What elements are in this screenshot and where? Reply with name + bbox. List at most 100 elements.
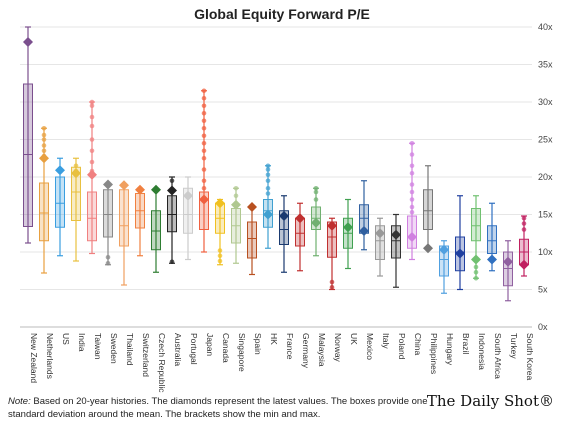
outlier-point [233, 193, 239, 199]
latest-diamond [503, 256, 513, 267]
outlier-point [329, 284, 335, 290]
category-label: Mexico [365, 333, 375, 360]
category-label: South Africa [493, 333, 503, 379]
latest-diamond [439, 244, 449, 255]
category-label: Netherlands [45, 333, 55, 379]
latest-diamond [23, 37, 33, 47]
category-label: France [285, 333, 295, 360]
outlier-point [201, 95, 207, 101]
std-box [375, 225, 385, 260]
outlier-point [217, 248, 223, 253]
latest-diamond [327, 220, 337, 231]
category-label: Brazil [461, 333, 471, 354]
outlier-point [41, 137, 47, 142]
category-label: Switzerland [141, 333, 151, 377]
category-label: Japan [205, 333, 215, 356]
category-label: China [413, 333, 423, 355]
outlier-point [313, 197, 319, 202]
y-tick-label: 40x [538, 22, 553, 32]
category-label: Sweden [109, 333, 119, 364]
outlier-point [409, 209, 415, 215]
box-group-japan [199, 88, 209, 253]
outlier-point [201, 110, 207, 116]
std-box [423, 189, 433, 230]
outlier-point [201, 103, 207, 109]
y-tick-label: 20x [538, 172, 553, 182]
category-label: India [77, 333, 87, 352]
box-group-spain [247, 202, 257, 276]
latest-diamond [151, 184, 161, 195]
category-label: Thailand [125, 333, 135, 366]
category-label: Canada [221, 333, 231, 363]
outlier-point [473, 275, 479, 281]
category-label: Indonesia [477, 333, 487, 370]
y-tick-label: 10x [538, 247, 553, 257]
outlier-point [41, 148, 47, 154]
latest-diamond [87, 169, 97, 180]
box-group-portugal [183, 176, 193, 261]
box-group-switzerland [135, 184, 145, 257]
std-box [199, 191, 209, 230]
chart-title: Global Equity Forward P/E [194, 6, 370, 22]
outlier-point [521, 221, 527, 226]
latest-diamond [391, 229, 401, 240]
outlier-point [105, 260, 111, 266]
outlier-point [409, 140, 415, 146]
latest-diamond [55, 165, 65, 176]
outlier-point [105, 254, 111, 260]
category-label: UK [349, 333, 359, 345]
box-group-norway [327, 217, 337, 291]
latest-diamond [375, 228, 385, 239]
outlier-point [201, 133, 207, 139]
latest-diamond [407, 232, 417, 242]
outlier-point [169, 259, 175, 265]
latest-diamond [295, 213, 305, 224]
outlier-point [201, 178, 207, 184]
std-box [183, 187, 193, 234]
latest-diamond [39, 153, 49, 164]
latest-diamond [215, 198, 225, 209]
outlier-point [409, 163, 415, 169]
y-tick-label: 30x [538, 97, 553, 107]
category-label: Australia [173, 333, 183, 366]
outlier-point [201, 140, 207, 146]
latest-diamond [199, 194, 209, 205]
outlier-point [265, 167, 271, 172]
outlier-point [233, 185, 239, 191]
std-box [391, 225, 401, 259]
box-group-france [279, 195, 289, 273]
std-box [87, 191, 97, 242]
latest-diamond [71, 168, 81, 179]
box-group-mexico [359, 180, 369, 251]
category-label: Italy [381, 333, 391, 349]
category-label: Czech Republic [157, 333, 167, 393]
y-tick-label: 0x [538, 322, 548, 332]
latest-diamond [247, 202, 257, 212]
box-group-czech-republic [151, 184, 161, 273]
category-label: Poland [397, 333, 407, 360]
outlier-point [217, 258, 223, 264]
latest-diamond [279, 211, 289, 221]
footnote: Note: Based on 20-year histories. The di… [8, 395, 448, 421]
latest-diamond [423, 243, 433, 254]
latest-diamond [167, 185, 177, 196]
std-box [167, 195, 177, 233]
box-group-poland [391, 213, 401, 288]
latest-diamond [231, 199, 241, 210]
outlier-point [201, 148, 207, 154]
box-group-indonesia [471, 195, 481, 281]
footnote-note-label: Note: [8, 396, 31, 407]
latest-diamond [183, 190, 193, 201]
latest-diamond [359, 226, 369, 236]
box-group-australia [167, 176, 177, 265]
box-group-south-korea [519, 215, 529, 277]
outlier-point [201, 125, 207, 131]
box-group-turkey [503, 240, 513, 302]
outlier-point [409, 204, 415, 210]
latest-diamond [471, 254, 481, 265]
category-label: South Korea [525, 333, 535, 381]
latest-diamond [343, 222, 353, 233]
y-tick-label: 5x [538, 285, 548, 295]
